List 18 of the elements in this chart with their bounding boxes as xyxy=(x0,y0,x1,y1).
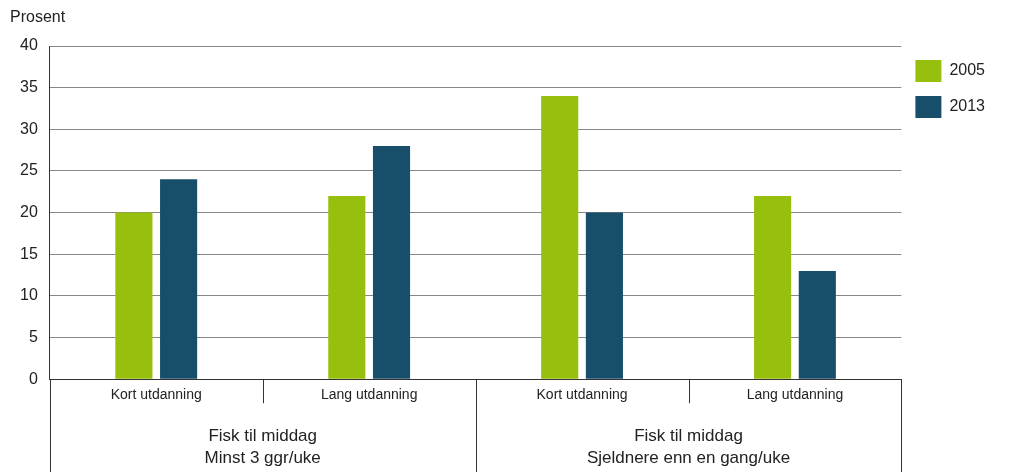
x-tick-label: Kort utdanning xyxy=(110,386,202,403)
text: Fisk til middag Minst 3 ggr/uke xyxy=(204,425,321,467)
legend-label: 2005 xyxy=(949,61,986,79)
y-tick-label: 20 xyxy=(20,203,38,221)
legend-label: 2013 xyxy=(949,97,986,115)
x-tick-label: Lang utdanning xyxy=(746,386,844,403)
y-tick-label: 40 xyxy=(20,36,38,54)
y-tick-label: 30 xyxy=(20,119,38,137)
x-tick-label: Lang utdanning xyxy=(320,386,418,403)
y-tick-label: 10 xyxy=(20,286,38,304)
text: Fisk til middag Sjeldnere enn en gang/uke xyxy=(586,425,791,467)
y-tick-label: 5 xyxy=(28,327,38,345)
x-tick-label: Kort utdanning xyxy=(536,386,628,403)
y-axis-title: Prosent xyxy=(10,8,66,26)
y-tick-label: 0 xyxy=(28,369,38,387)
y-tick-label: 25 xyxy=(20,161,38,179)
y-tick-label: 15 xyxy=(20,244,38,262)
y-tick-label: 35 xyxy=(20,78,38,96)
